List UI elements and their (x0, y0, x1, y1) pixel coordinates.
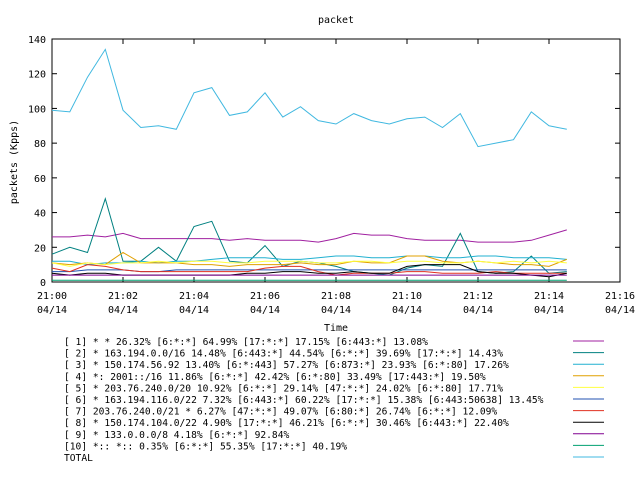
y-tick-label: 100 (28, 104, 46, 115)
legend-label: [ 2] * 163.194.0.0/16 14.48% [6:443:*] 4… (64, 349, 503, 360)
x-tick-date-label: 04/14 (321, 305, 351, 316)
legend-label: [ 7] 203.76.240.0/21 * 6.27% [47:*:*] 49… (64, 407, 497, 418)
series-line-1 (52, 229, 567, 243)
x-ticks: 21:00 04/14 21:02 04/14 21:04 04/14 21:06 04/14… (37, 39, 635, 316)
y-tick-label: 140 (28, 35, 46, 46)
legend-label: [10] *:: *:: 0.35% [6:*:*] 55.35% [17:*:… (64, 441, 347, 452)
legend-label: [ 3] * 150.174.56.92 13.40% [6:*:443] 57… (64, 360, 509, 371)
x-tick-date-label: 04/14 (463, 305, 493, 316)
x-tick-time-label: 21:06 (250, 291, 280, 302)
y-axis-label: packets (Kpps) (9, 120, 20, 204)
x-tick-date-label: 04/14 (108, 305, 138, 316)
x-axis-label: Time (324, 323, 348, 334)
y-tick-label: 40 (34, 209, 46, 220)
x-tick-time-label: 21:10 (392, 291, 422, 302)
chart-title: packet (318, 15, 354, 26)
x-tick-time-label: 21:14 (534, 291, 564, 302)
y-tick-label: 0 (40, 278, 46, 289)
legend-label: [ 9] * 133.0.0.0/8 4.18% [6:*:*] 92.84% (64, 430, 289, 441)
series-line-5 (51, 260, 567, 267)
x-tick-time-label: 21:04 (179, 291, 209, 302)
legend-label: [ 5] * 203.76.240.0/20 10.92% [6:*:*] 29… (64, 383, 503, 394)
x-tick-time-label: 21:02 (108, 291, 138, 302)
x-tick-time-label: 21:00 (37, 291, 67, 302)
x-tick-time-label: 21:12 (463, 291, 493, 302)
legend-label: [ 4] *: 2001::/16 11.86% [6:*:*] 42.42% … (64, 372, 486, 383)
x-tick-date-label: 04/14 (534, 305, 564, 316)
legend: [ 1] * * 26.32% [6:*:*] 64.99% [17:*:*] … (64, 337, 604, 464)
series-line-11 (51, 48, 567, 148)
legend-label: TOTAL (64, 453, 93, 464)
x-tick-time-label: 21:16 (605, 291, 635, 302)
plot-frame (51, 38, 621, 283)
x-tick-date-label: 04/14 (179, 305, 209, 316)
x-tick-date-label: 04/14 (250, 305, 280, 316)
series-line-4 (51, 251, 567, 267)
series-lines (51, 48, 567, 281)
legend-label: [ 1] * * 26.32% [6:*:*] 64.99% [17:*:*] … (64, 337, 428, 348)
y-tick-label: 120 (28, 70, 46, 81)
x-tick-time-label: 21:08 (321, 291, 351, 302)
legend-label: [ 8] * 150.174.104.0/22 4.90% [17:*:*] 4… (64, 418, 509, 429)
x-tick-date-label: 04/14 (605, 305, 635, 316)
y-tick-label: 60 (34, 174, 46, 185)
y-tick-label: 80 (34, 139, 46, 150)
y-ticks: 0 20 40 60 80 100 120 140 (28, 35, 620, 289)
y-tick-label: 20 (34, 243, 46, 254)
legend-label: [ 6] * 163.194.116.0/22 7.32% [6:443:*] … (64, 395, 544, 406)
series-line-7 (51, 264, 567, 276)
x-tick-date-label: 04/14 (392, 305, 422, 316)
x-tick-date-label: 04/14 (37, 305, 67, 316)
